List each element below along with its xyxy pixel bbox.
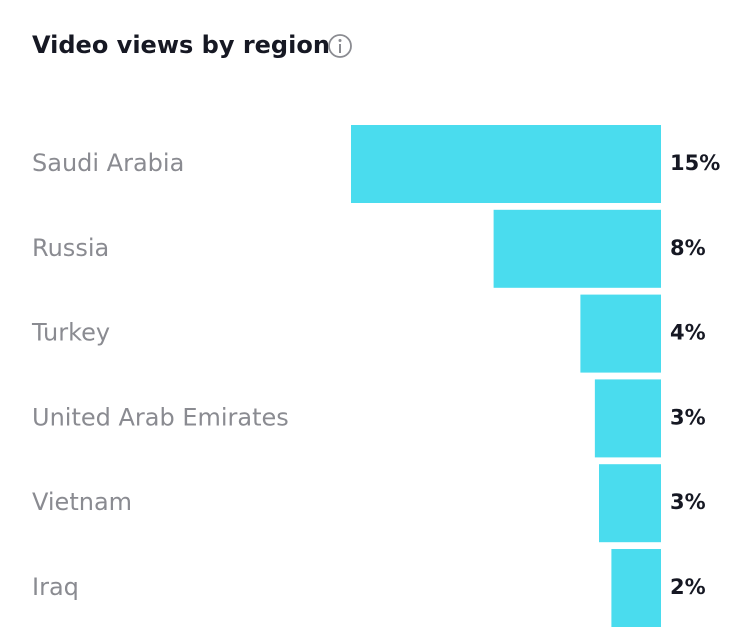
value-label: 2% [670,575,706,599]
value-label: 3% [670,490,706,514]
category-label: Russia [32,234,109,262]
value-label: 15% [670,151,720,175]
category-label: Iraq [32,573,79,601]
category-label: Turkey [31,319,110,347]
bar [351,125,661,203]
info-icon[interactable] [328,34,352,58]
bar [580,294,661,373]
category-label: United Arab Emirates [32,403,289,431]
chart-title: Video views by region [32,31,330,59]
value-label: 3% [670,405,706,429]
bar [599,464,661,543]
category-label: Vietnam [32,488,132,516]
bar [493,209,661,288]
bar [611,549,661,627]
category-label: Saudi Arabia [32,149,184,177]
value-label: 4% [670,321,706,345]
bar [594,379,661,458]
value-label: 8% [670,236,706,260]
